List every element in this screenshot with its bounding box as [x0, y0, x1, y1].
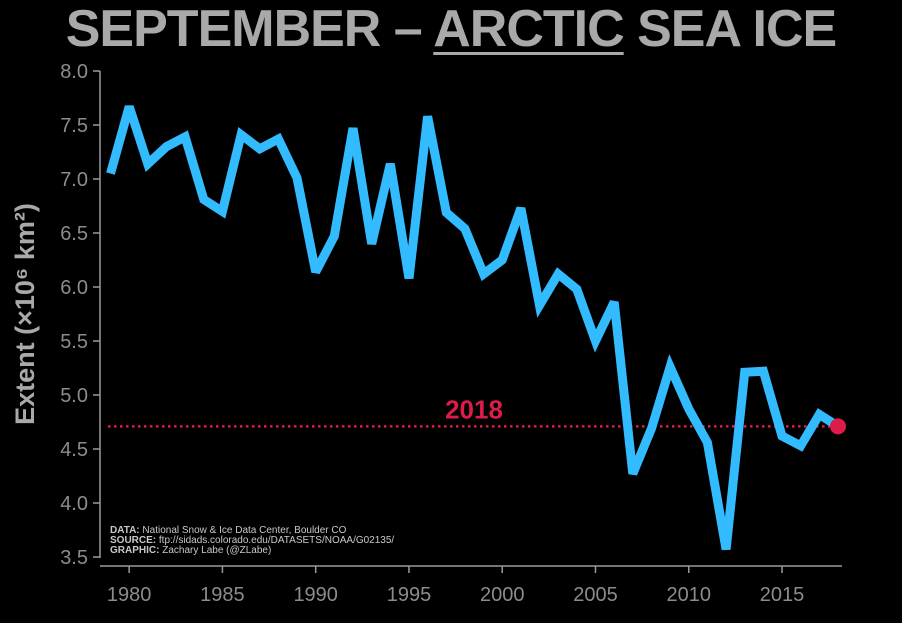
reference-line-label: 2018: [445, 394, 503, 424]
y-tick-label: 6.0: [60, 277, 88, 299]
y-axis-label: Extent (×10⁶ km²): [10, 203, 40, 425]
x-tick-label: 1985: [200, 584, 245, 606]
credit-graphic-value: Zachary Labe (@ZLabe): [162, 545, 272, 556]
x-tick-label: 1980: [107, 584, 152, 606]
chart-title: SEPTEMBER – ARCTIC SEA ICE: [0, 0, 902, 58]
y-tick-label: 5.0: [60, 385, 88, 407]
credit-data-value: National Snow & Ice Data Center, Boulder…: [142, 525, 347, 536]
title-highlight: ARCTIC: [433, 0, 624, 58]
reference-line-group: 2018: [108, 394, 840, 428]
credit-data: DATA: National Snow & Ice Data Center, B…: [110, 526, 394, 536]
x-tick-label: 2015: [760, 584, 805, 606]
x-tick-label: 1995: [387, 584, 432, 606]
x-tick-label: 2005: [573, 584, 618, 606]
title-suffix: SEA ICE: [623, 0, 837, 58]
y-tick-label: 3.5: [60, 547, 88, 569]
y-tick-label: 6.5: [60, 223, 88, 245]
credit-graphic-label: GRAPHIC:: [110, 545, 160, 556]
y-tick-label: 7.0: [60, 169, 88, 191]
y-tick-label: 4.0: [60, 493, 88, 515]
title-prefix: SEPTEMBER –: [65, 0, 434, 58]
x-tick-label: 2000: [480, 584, 525, 606]
series-group: [106, 105, 846, 551]
x-tick-label: 2010: [667, 584, 712, 606]
credit-source-label: SOURCE:: [110, 535, 157, 546]
highlight-point: [830, 418, 846, 435]
y-tick-label: 7.5: [60, 115, 88, 137]
series-line: [106, 105, 841, 551]
credit-source-value: ftp://sidads.colorado.edu/DATASETS/NOAA/…: [158, 535, 395, 546]
x-tick-label: 1990: [293, 584, 338, 606]
y-tick-label: 4.5: [60, 439, 88, 461]
credit-source: SOURCE: ftp://sidads.colorado.edu/DATASE…: [110, 536, 394, 546]
credit-data-label: DATA:: [110, 525, 140, 536]
y-tick-label: 8.0: [60, 61, 88, 83]
axes: 3.5 4.0 4.5 5.0 5.5 6.0 6.5 7.0 7.5 8.0 1980 1985 19…: [10, 61, 842, 606]
credits-block: DATA: National Snow & Ice Data Center, B…: [110, 526, 394, 556]
credit-graphic: GRAPHIC: Zachary Labe (@ZLabe): [110, 546, 394, 556]
y-tick-label: 5.5: [60, 331, 88, 353]
